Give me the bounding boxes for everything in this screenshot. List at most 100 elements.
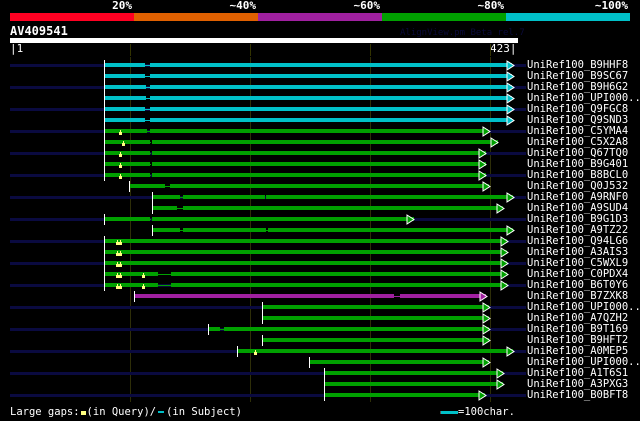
subject-gap-icon [158,411,165,413]
hit-label[interactable]: UniRef100_A0MEP5 [527,345,629,357]
hit-label[interactable]: UniRef100_B9HFT2 [527,334,629,346]
alignment-row[interactable]: UniRef100_UPI000.. [0,356,640,368]
hit-label[interactable]: UniRef100_C5YMA4 [527,125,629,137]
hit-label[interactable]: UniRef100_B9G1D3 [527,213,629,225]
alignment-row[interactable]: UniRef100_B6T0Y6 [0,279,640,291]
hit-label[interactable]: UniRef100_B9H6G2 [527,81,629,93]
hit-label[interactable]: UniRef100_A1T6S1 [527,367,629,379]
alignment-row[interactable]: UniRef100_UPI000.. [0,92,640,104]
alignment-row[interactable]: UniRef100_C5YMA4 [0,125,640,137]
alignment-row[interactable]: UniRef100_B9SC67 [0,70,640,82]
alignment-row[interactable]: UniRef100_C5WXL9 [0,257,640,269]
ruler-tick [250,44,251,56]
alignment-row[interactable]: UniRef100_B8BCL0 [0,169,640,181]
alignment-segment [152,228,180,232]
alignment-row[interactable]: UniRef100_UPI000.. [0,301,640,313]
alignment-segment [183,195,265,199]
alignment-row[interactable]: UniRef100_B9HFT2 [0,334,640,346]
alignment-segment [171,283,507,287]
alignment-row[interactable]: UniRef100_Q67TQ0 [0,147,640,159]
subject-gap [158,285,171,286]
credit-text: AlignView.pm Beta rel.7 [400,28,525,38]
query-gap-icon [119,251,122,256]
alignment-segment [104,250,507,254]
alignment-segment [104,74,145,78]
alignment-row[interactable]: UniRef100_A9TZ22 [0,224,640,236]
alignment-row[interactable]: UniRef100_A3PXG3 [0,378,640,390]
alignment-segment [104,272,158,276]
alignment-row[interactable]: UniRef100_B7ZXK8 [0,290,640,302]
hit-label[interactable]: UniRef100_A7QZH2 [527,312,629,324]
alignment-row[interactable]: UniRef100_A0MEP5 [0,345,640,357]
alignment-start-tick [104,60,105,71]
hit-label[interactable]: UniRef100_Q94LG6 [527,235,629,247]
alignment-end-arrow-icon [506,104,515,115]
alignment-row[interactable]: UniRef100_A9RNF0 [0,191,640,203]
alignment-segment [104,129,147,133]
hit-label[interactable]: UniRef100_Q67TQ0 [527,147,629,159]
hit-label[interactable]: UniRef100_Q9SND3 [527,114,629,126]
subject-gap [177,208,183,209]
hit-label[interactable]: UniRef100_A3PXG3 [527,378,629,390]
hit-label[interactable]: UniRef100_B6T0Y6 [527,279,629,291]
hit-label[interactable]: UniRef100_B8BCL0 [527,169,629,181]
alignment-row[interactable]: UniRef100_B9H6G2 [0,81,640,93]
alignment-row[interactable]: UniRef100_A3AIS3 [0,246,640,258]
hit-label[interactable]: UniRef100_B9T169 [527,323,629,335]
alignment-segment [134,294,394,298]
hit-label[interactable]: UniRef100_B9HHF8 [527,59,629,71]
hit-label[interactable]: UniRef100_B9G401 [527,158,629,170]
hit-label[interactable]: UniRef100_A9RNF0 [527,191,629,203]
hit-label[interactable]: UniRef100_B7ZXK8 [527,290,629,302]
subject-gap [264,197,265,198]
alignment-row[interactable]: UniRef100_A1T6S1 [0,367,640,379]
hit-label[interactable]: UniRef100_A9TZ22 [527,224,629,236]
alignment-segment [104,85,146,89]
subject-gap [158,274,171,275]
alignment-segment [262,316,489,320]
alignment-row[interactable]: UniRef100_B9G401 [0,158,640,170]
alignment-row[interactable]: UniRef100_C5X2A8 [0,136,640,148]
hit-label[interactable]: UniRef100_Q0J532 [527,180,629,192]
alignment-row[interactable]: UniRef100_Q0J532 [0,180,640,192]
hit-label[interactable]: UniRef100_B0BFT8 [527,389,629,401]
subject-gap [146,87,151,88]
alignment-segment [104,63,145,67]
subject-gap [149,153,151,154]
hit-label[interactable]: UniRef100_UPI000.. [527,92,640,104]
alignment-row[interactable]: UniRef100_B9G1D3 [0,213,640,225]
hit-label[interactable]: UniRef100_A3AIS3 [527,246,629,258]
alignment-row[interactable]: UniRef100_Q94LG6 [0,235,640,247]
alignment-segment [150,85,512,89]
alignment-segment [150,63,512,67]
alignment-end-arrow-icon [506,71,515,82]
alignment-row[interactable]: UniRef100_B9T169 [0,323,640,335]
alignment-start-tick [152,203,153,214]
hit-label[interactable]: UniRef100_UPI000.. [527,301,640,313]
hit-label[interactable]: UniRef100_A9SUD4 [527,202,629,214]
alignment-row[interactable]: UniRef100_Q9FGC8 [0,103,640,115]
alignment-row[interactable]: UniRef100_B0BFT8 [0,389,640,401]
hit-label[interactable]: UniRef100_UPI000.. [527,356,640,368]
alignment-start-tick [104,159,105,170]
gap-legend: Large gaps: (in Query)/ (in Subject) [10,406,242,418]
alignment-start-tick [324,368,325,379]
alignment-end-arrow-icon [500,236,509,247]
hit-label[interactable]: UniRef100_Q9FGC8 [527,103,629,115]
hit-label[interactable]: UniRef100_C5X2A8 [527,136,629,148]
alignment-row[interactable]: UniRef100_C0PDX4 [0,268,640,280]
alignment-row[interactable]: UniRef100_A9SUD4 [0,202,640,214]
alignment-row[interactable]: UniRef100_B9HHF8 [0,59,640,71]
alignment-start-tick [262,313,263,324]
hit-label[interactable]: UniRef100_C5WXL9 [527,257,629,269]
query-gap-icon [119,240,122,245]
subject-gap [144,76,150,77]
alignment-segment [129,184,165,188]
hit-label[interactable]: UniRef100_C0PDX4 [527,268,629,280]
hit-label[interactable]: UniRef100_B9SC67 [527,70,629,82]
subject-gap [266,230,268,231]
alignment-row[interactable]: UniRef100_Q9SND3 [0,114,640,126]
legend-subject: (in Subject) [166,406,242,418]
alignment-segment [224,327,489,331]
alignment-row[interactable]: UniRef100_A7QZH2 [0,312,640,324]
